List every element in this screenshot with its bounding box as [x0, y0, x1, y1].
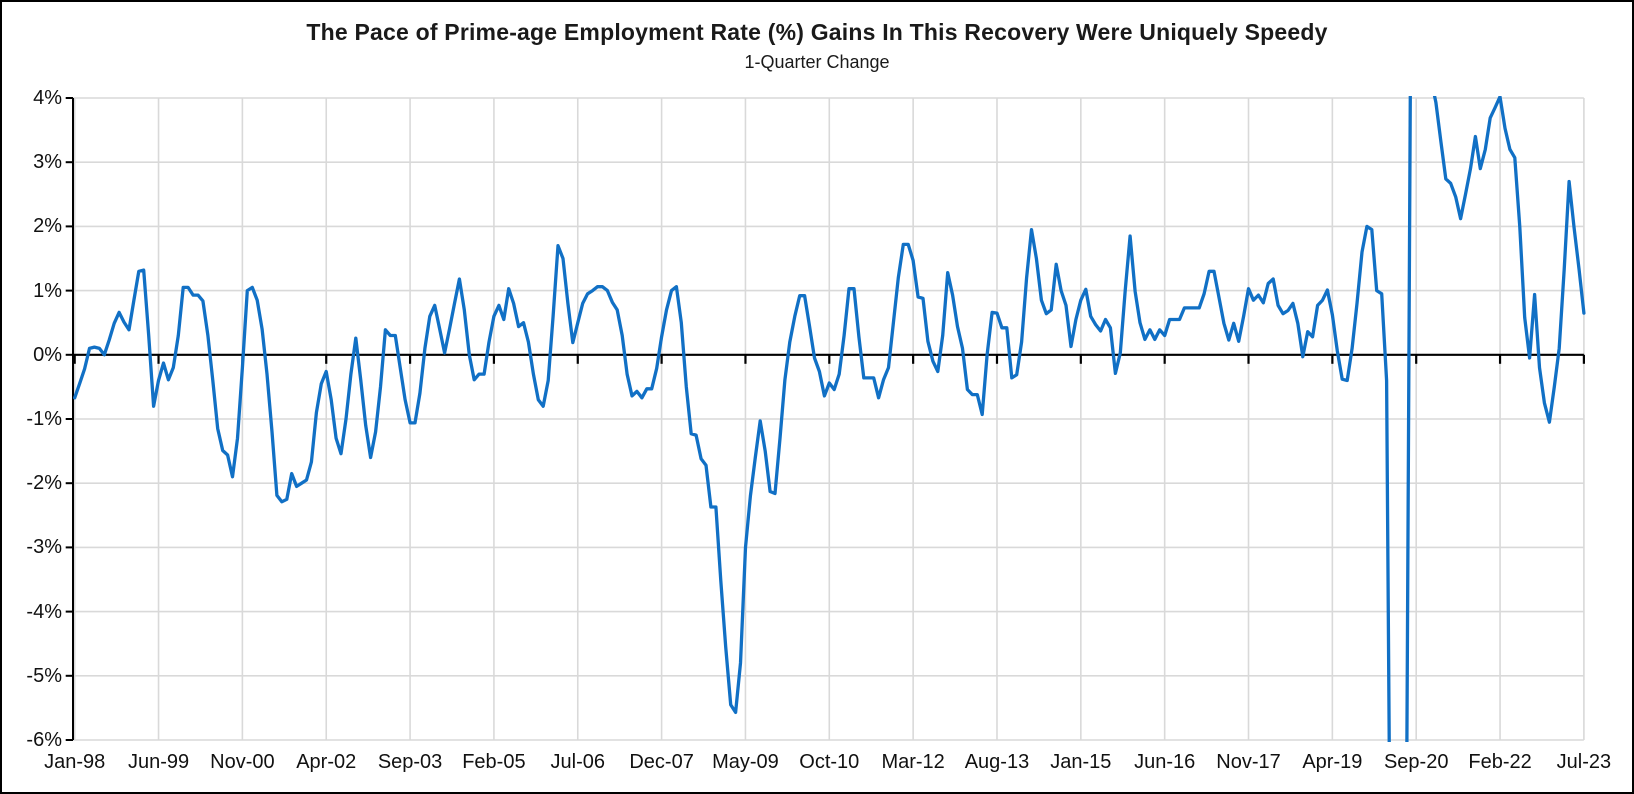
- y-axis-label: 0%: [33, 343, 62, 366]
- x-axis-label: Feb-05: [462, 751, 526, 773]
- axes: [65, 97, 1585, 741]
- chart-subtitle: 1-Quarter Change: [744, 52, 890, 72]
- x-axis-label: Jul-06: [550, 751, 605, 773]
- gridlines: [73, 97, 1585, 741]
- x-axis-label: Jul-23: [1556, 751, 1612, 773]
- x-axis-label: Aug-13: [964, 751, 1030, 773]
- y-axis-label: -3%: [26, 536, 62, 559]
- y-axis-label: 1%: [33, 279, 62, 302]
- y-axis-label: -6%: [26, 729, 62, 751]
- y-axis-label: -2%: [26, 472, 62, 495]
- x-axis-label: Jun-99: [127, 751, 190, 773]
- series-line: [73, 96, 1586, 742]
- y-axis-label: 3%: [33, 151, 62, 174]
- y-axis-label: -1%: [26, 408, 62, 430]
- x-axis-label: Nov-00: [210, 751, 275, 773]
- x-axis-label: Jan-98: [44, 751, 106, 773]
- x-axis-label: Dec-07: [629, 751, 694, 773]
- x-axis-label: Apr-19: [1302, 751, 1363, 773]
- x-axis-label: Sep-20: [1383, 751, 1449, 773]
- x-axis-label: Oct-10: [799, 751, 860, 773]
- x-axis-label: Sep-03: [377, 751, 443, 773]
- chart-title: The Pace of Prime-age Employment Rate (%…: [306, 19, 1328, 45]
- x-axis-label: Jun-16: [1134, 751, 1196, 773]
- x-axis-label: Nov-17: [1216, 751, 1281, 773]
- y-axis-label: 2%: [33, 215, 62, 238]
- y-axis-label: 4%: [33, 87, 62, 109]
- x-axis-label: May-09: [712, 751, 779, 773]
- y-axis-label: -5%: [26, 664, 62, 687]
- y-axis-label: -4%: [26, 600, 62, 623]
- x-axis-label: Jan-15: [1050, 751, 1112, 773]
- x-axis-label: Feb-22: [1468, 751, 1532, 773]
- x-axis-label: Mar-12: [881, 751, 945, 773]
- x-axis-label: Apr-02: [296, 751, 357, 773]
